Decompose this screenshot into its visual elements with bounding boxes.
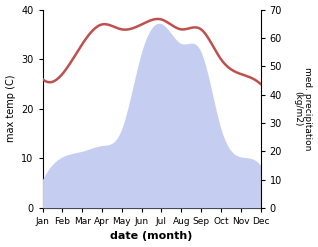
Y-axis label: med. precipitation
(kg/m2): med. precipitation (kg/m2): [293, 67, 313, 150]
X-axis label: date (month): date (month): [110, 231, 193, 242]
Y-axis label: max temp (C): max temp (C): [5, 75, 16, 143]
